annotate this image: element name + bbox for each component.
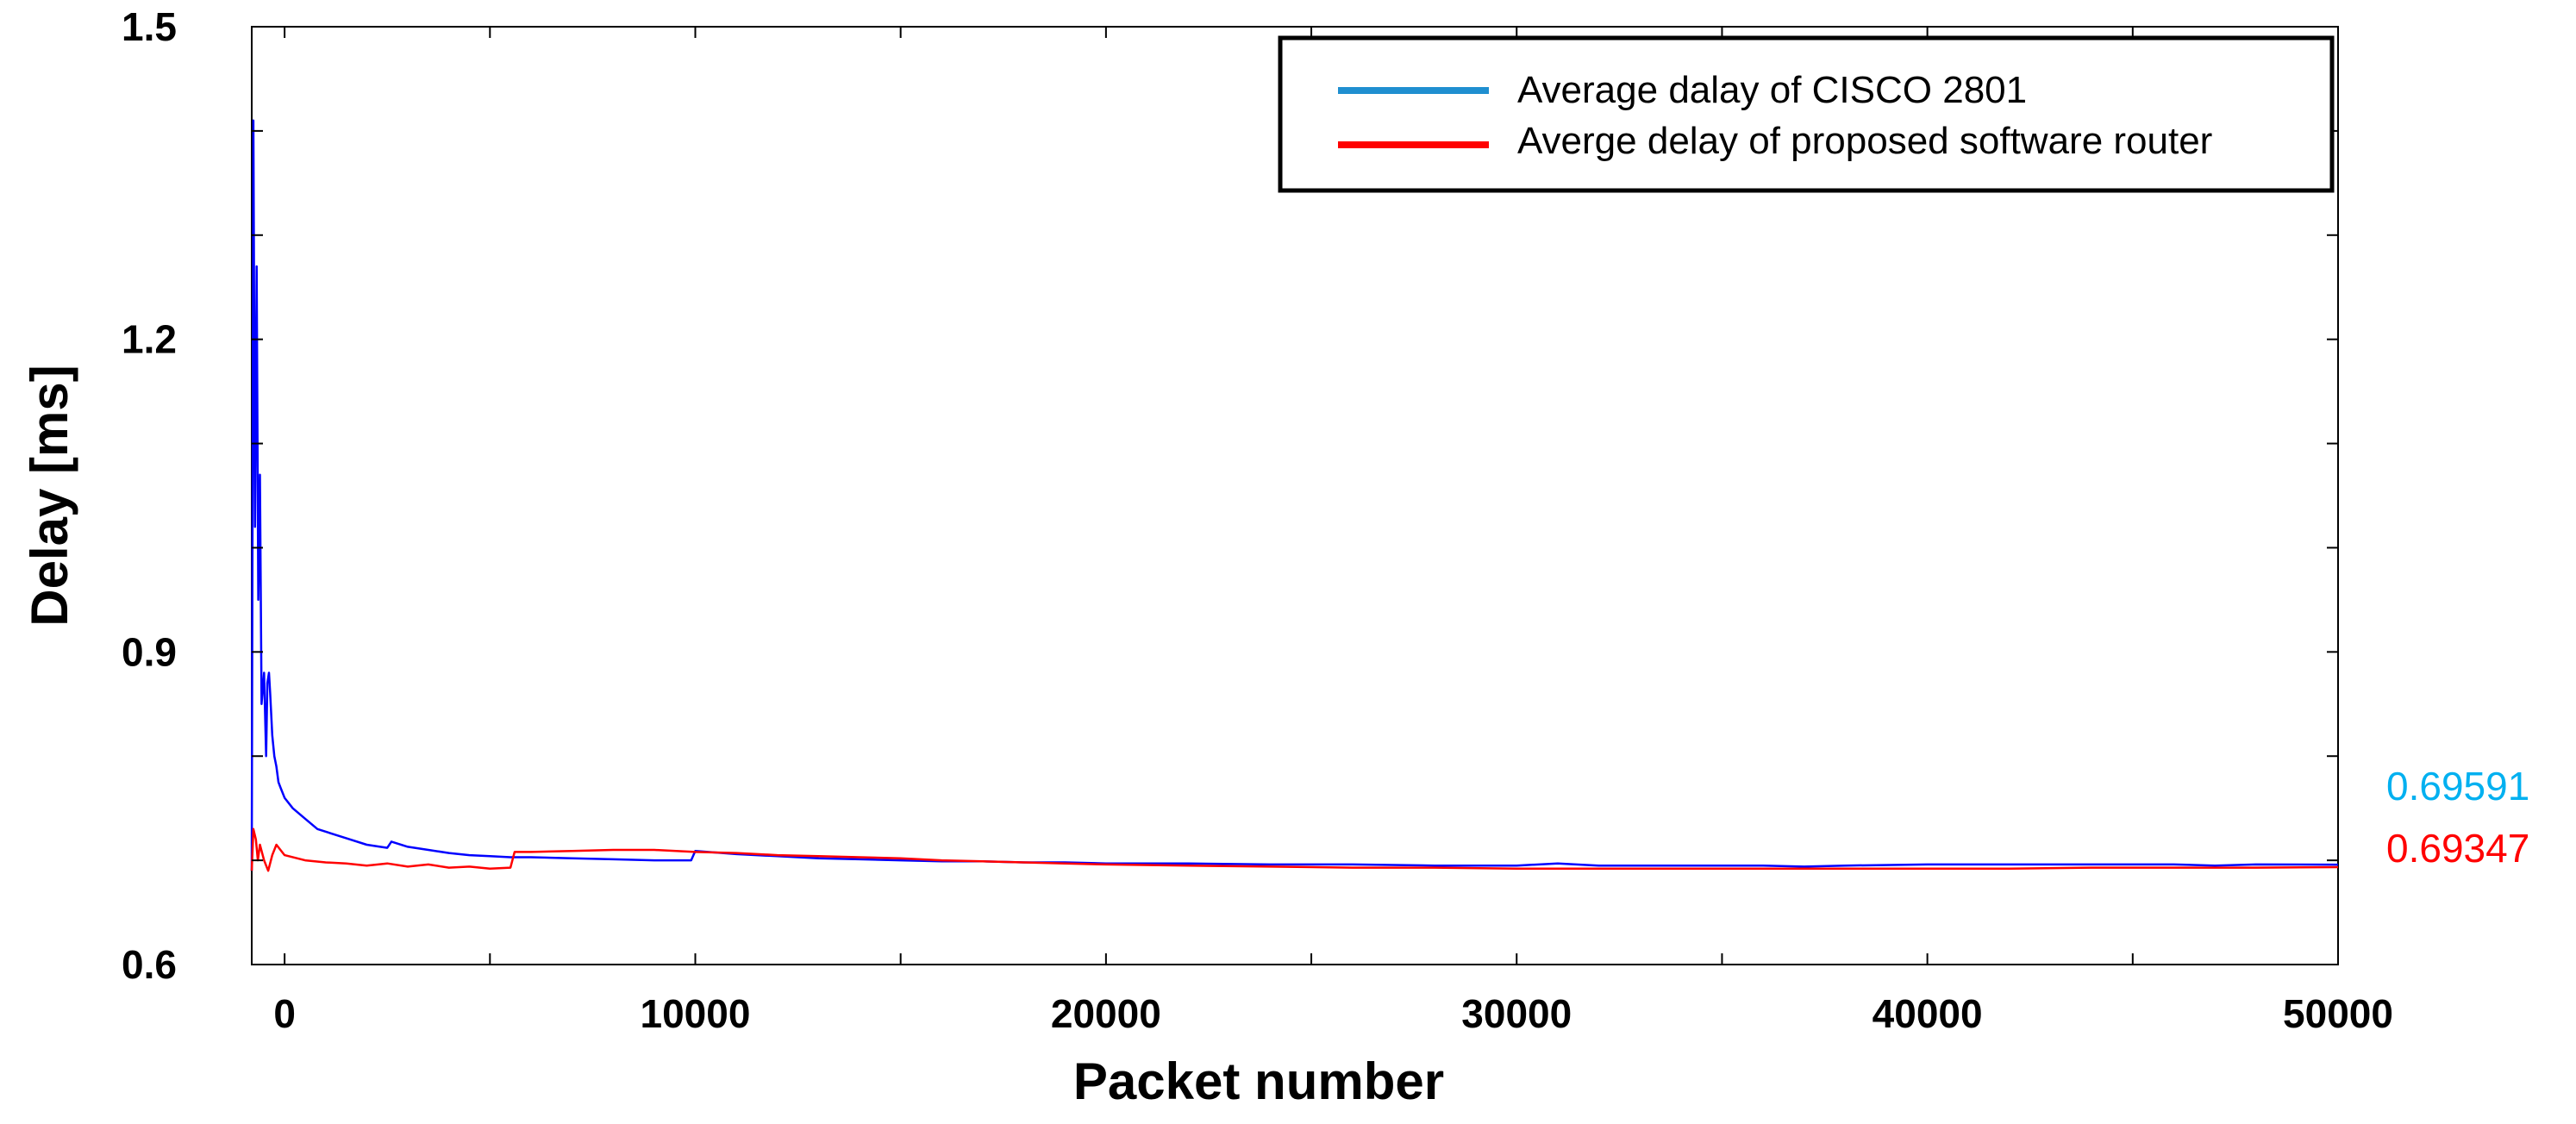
- y-tick-label: 1.2: [122, 317, 177, 362]
- series-line-0: [250, 119, 2339, 871]
- legend-label-software-router: Averge delay of proposed software router: [1517, 120, 2212, 162]
- x-tick-label: 0: [273, 991, 296, 1036]
- end-value-software-router: 0.69347: [2386, 826, 2529, 871]
- x-tick-label: 20000: [1051, 991, 1161, 1036]
- legend: Average dalay of CISCO 2801 Averge delay…: [1278, 35, 2335, 193]
- legend-label-cisco: Average dalay of CISCO 2801: [1517, 69, 2027, 111]
- end-value-cisco: 0.69591: [2386, 764, 2529, 809]
- ticks: [252, 26, 2339, 965]
- y-tick-label: 0.6: [122, 942, 177, 987]
- y-tick-label: 1.5: [122, 4, 177, 49]
- tick-labels: 0 10000 20000 30000 40000 50000 0.6 0.9 1.2 1.5: [122, 4, 2393, 1036]
- x-tick-label: 30000: [1461, 991, 1572, 1036]
- x-tick-label: 40000: [1873, 991, 1983, 1036]
- x-tick-label: 10000: [641, 991, 751, 1036]
- plot-lines: [250, 119, 2339, 872]
- x-tick-label: 50000: [2283, 991, 2393, 1036]
- x-axis-title: Packet number: [1073, 1052, 1444, 1110]
- y-axis-title: Delay [ms]: [21, 365, 78, 626]
- y-tick-label: 0.9: [122, 629, 177, 674]
- series-line-1: [250, 827, 2339, 872]
- legend-box: [1278, 35, 2335, 193]
